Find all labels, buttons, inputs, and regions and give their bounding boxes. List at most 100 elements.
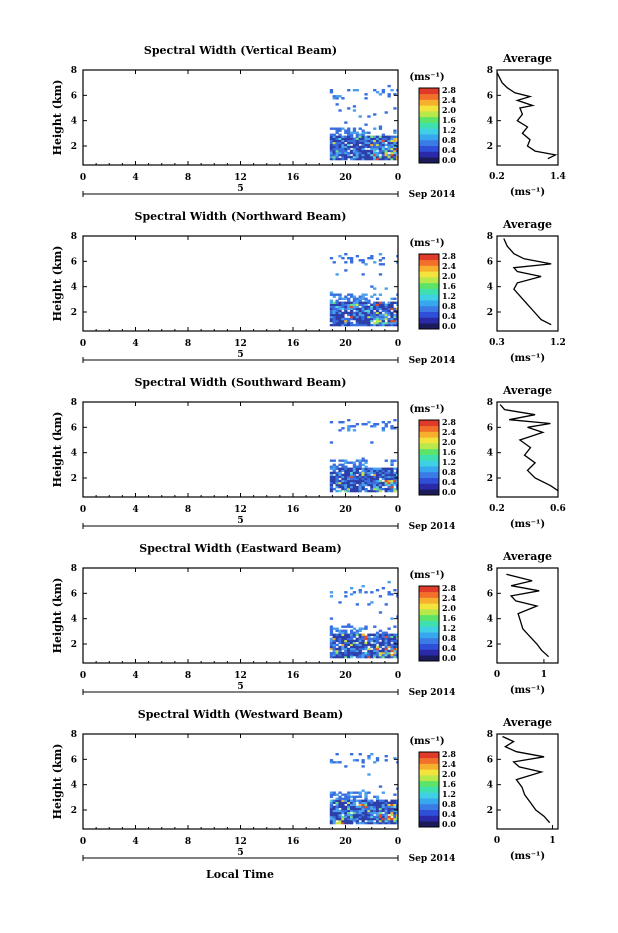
heatmap-cell (367, 773, 371, 776)
heatmap-cell (367, 115, 371, 118)
heatmap-cell (335, 303, 339, 306)
heatmap-cell (361, 761, 365, 764)
heatmap-cell (361, 301, 365, 304)
heatmap-cell (375, 641, 380, 645)
heatmap-cell (332, 801, 336, 804)
heatmap-cell (352, 639, 357, 643)
heatmap-cell (381, 791, 385, 794)
heatmap-cell (367, 317, 371, 321)
heatmap-cell (352, 809, 357, 813)
heatmap-cell (338, 799, 342, 802)
heatmap-cell (358, 465, 362, 468)
heatmap-cell (355, 469, 359, 472)
heatmap-cell (370, 655, 374, 659)
average-y-tick-label: 4 (487, 449, 493, 459)
heatmap-cell (384, 147, 388, 151)
x-tick-label: 0 (80, 671, 86, 681)
heatmap-cell (387, 645, 391, 649)
heatmap-cell (370, 311, 374, 315)
heatmap-cell (384, 801, 388, 804)
heatmap-cell (344, 811, 348, 815)
heatmap-cell (335, 293, 339, 296)
heatmap-cell (370, 309, 374, 313)
heatmap-cell (375, 757, 380, 760)
heatmap-cell (387, 145, 391, 149)
heatmap-cell (367, 815, 371, 819)
heatmap-cells (329, 84, 399, 161)
heatmap-cell (355, 153, 359, 157)
heatmap-cell (375, 635, 380, 638)
heatmap-cell (355, 151, 359, 155)
heatmap-cell (361, 807, 365, 811)
heatmap-cell (390, 469, 394, 472)
heatmap-cell (364, 483, 368, 487)
heatmap-cell (396, 813, 399, 817)
heatmap-cell (390, 649, 394, 653)
heatmap-cell (390, 137, 394, 140)
heatmap-cell (384, 311, 388, 315)
heatmap-cell (329, 761, 334, 764)
heatmap-cell (378, 487, 383, 491)
heatmap-cell (338, 293, 342, 296)
heatmap-cell (373, 151, 377, 155)
heatmap-cell (335, 483, 339, 487)
heatmap-cell (344, 651, 348, 655)
heatmap-cell (375, 467, 380, 470)
heatmap-cell (375, 489, 380, 493)
heatmap-cell (370, 807, 374, 811)
x-tick-label: 20 (339, 505, 352, 515)
heatmap-cell (338, 295, 342, 298)
heatmap-cell (370, 153, 374, 157)
colorbar-swatch (419, 649, 439, 656)
heatmap-cell (329, 145, 334, 149)
colorbar-tick-label: 1.6 (442, 447, 456, 457)
heatmap-cell (352, 147, 357, 151)
heatmap-cell (393, 819, 397, 823)
heatmap-cell (341, 321, 345, 325)
colorbar-tick-label: 0.4 (442, 145, 456, 155)
heatmap-cell (344, 121, 348, 124)
heatmap-cell (344, 151, 348, 155)
heatmap-cell (378, 139, 383, 143)
heatmap-cell (352, 307, 357, 311)
day-label: 5 (237, 682, 243, 692)
heatmap-cell (347, 311, 351, 315)
heatmap-cell (364, 151, 368, 155)
x-tick-label: 12 (234, 837, 247, 847)
average-x-tick-label: 0.3 (489, 338, 505, 348)
average-profile-line (506, 573, 550, 658)
heatmap-cell (396, 477, 399, 481)
heatmap-cell (361, 627, 365, 630)
heatmap-cell (329, 157, 334, 161)
heatmap-cell (378, 151, 383, 155)
heatmap-cell (361, 483, 365, 487)
heatmap-cell (329, 653, 334, 657)
heatmap-cell (364, 801, 368, 804)
heatmap-cell (393, 801, 397, 804)
average-y-tick-label: 8 (487, 232, 493, 242)
heatmap-cell (350, 307, 354, 311)
heatmap-cell (332, 819, 336, 823)
heatmap-cell (361, 423, 365, 426)
heatmap-cell (367, 319, 371, 323)
heatmap-cell (361, 149, 365, 153)
heatmap-cell (393, 489, 397, 493)
heatmap-cell (390, 813, 394, 817)
heatmap-cell (332, 311, 336, 315)
heatmap-cell (341, 317, 345, 321)
heatmap-cell (358, 311, 362, 315)
colorbar-swatch (419, 603, 439, 610)
heatmap-cells (329, 419, 399, 493)
heatmap-cell (390, 821, 394, 825)
heatmap-cell (361, 259, 365, 262)
heatmap-cell (373, 639, 377, 643)
heatmap-cell (335, 797, 339, 800)
heatmap-cell (329, 479, 334, 483)
heatmap-cell (390, 617, 394, 620)
heatmap-cell (387, 483, 391, 487)
heatmap-cell (341, 797, 345, 800)
heatmap-cell (344, 319, 348, 323)
heatmap-cell (355, 155, 359, 159)
heatmap-cell (384, 479, 388, 483)
